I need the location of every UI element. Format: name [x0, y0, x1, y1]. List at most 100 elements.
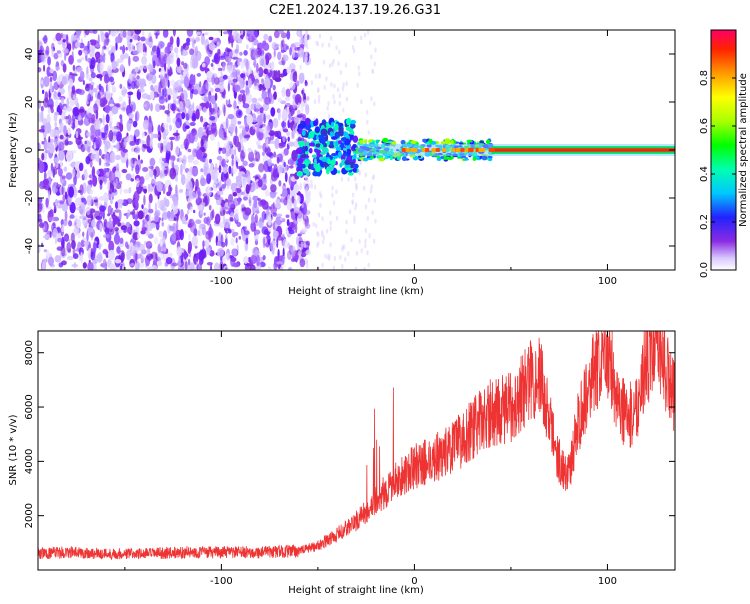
heatmap-cell	[114, 226, 119, 232]
heatmap-cell	[83, 50, 88, 56]
heatmap-cell	[331, 185, 334, 191]
heatmap-cell	[95, 43, 101, 48]
heatmap-cell	[297, 195, 301, 204]
heatmap-cell	[232, 262, 240, 268]
heatmap-cell	[276, 237, 279, 249]
heatmap-cell	[329, 210, 332, 216]
heatmap-cell	[288, 165, 294, 169]
heatmap-cell	[105, 34, 109, 46]
heatmap-cell	[262, 42, 270, 51]
colorbar-tick-label: 0.4	[699, 166, 710, 182]
heatmap-cell	[333, 83, 336, 89]
heatmap-cell	[112, 131, 119, 136]
heatmap-cell	[299, 250, 302, 256]
heatmap-cell	[198, 263, 201, 270]
heatmap-cell	[168, 252, 173, 258]
heatmap-cell	[134, 66, 139, 73]
heatmap-cell	[217, 140, 220, 150]
heatmap-cell	[45, 249, 50, 261]
heatmap-cell	[349, 129, 355, 136]
heatmap-cell	[282, 68, 288, 77]
heatmap-cell	[285, 214, 290, 218]
heatmap-cell	[89, 39, 97, 44]
heatmap-cell	[108, 170, 116, 183]
heatmap-cell	[97, 251, 103, 264]
heatmap-cell	[347, 172, 354, 176]
heatmap-cell	[162, 247, 167, 252]
heatmap-cell	[247, 147, 252, 153]
heatmap-cell	[182, 43, 190, 51]
snr-x-tick-label: 0	[411, 576, 417, 587]
heatmap-cell	[183, 250, 188, 260]
heatmap-cell	[108, 220, 113, 230]
heatmap-cell	[329, 141, 334, 146]
heatmap-cell	[101, 48, 104, 56]
heatmap-cell	[53, 208, 57, 214]
heatmap-cell	[92, 175, 98, 187]
heatmap-cell	[208, 42, 216, 51]
heatmap-cell	[38, 202, 43, 213]
heatmap-cell	[185, 99, 191, 109]
heatmap-cell	[129, 140, 137, 146]
heatmap-cell	[297, 102, 301, 108]
spectrogram-x-tick-label: 100	[598, 276, 617, 287]
heatmap-cell	[54, 198, 59, 207]
heatmap-cell	[40, 52, 45, 63]
heatmap-cell	[49, 68, 54, 74]
heatmap-cell	[344, 256, 347, 262]
heatmap-cell	[286, 30, 291, 40]
snr-x-axis-label: Height of straight line (km)	[288, 585, 424, 596]
heatmap-cell	[111, 126, 118, 132]
heatmap-cell	[370, 96, 373, 102]
heatmap-cell	[102, 114, 105, 126]
heatmap-cell	[199, 157, 205, 162]
heatmap-cell	[109, 103, 114, 107]
heatmap-cell	[223, 227, 231, 231]
heatmap-cell	[305, 51, 308, 57]
heatmap-cell	[38, 222, 45, 228]
heatmap-cell	[336, 87, 340, 93]
heatmap-cell	[131, 81, 136, 90]
heatmap-cell	[193, 209, 196, 214]
heatmap-cell	[365, 109, 369, 115]
heatmap-cell	[77, 232, 81, 239]
heatmap-cell	[338, 100, 341, 106]
heatmap-cell	[169, 225, 175, 232]
heatmap-cell	[206, 261, 213, 266]
heatmap-cell	[151, 166, 154, 171]
heatmap-cell	[73, 174, 77, 186]
heatmap-cell	[373, 61, 377, 67]
heatmap-cell	[83, 199, 87, 205]
heatmap-cell	[443, 156, 451, 160]
heatmap-cell	[131, 166, 134, 172]
heatmap-cell	[303, 239, 306, 245]
heatmap-cell	[233, 84, 241, 93]
heatmap-cell	[187, 154, 195, 161]
heatmap-cell	[133, 220, 140, 227]
heatmap-cell	[173, 124, 177, 133]
heatmap-cell	[366, 30, 370, 35]
heatmap-cell	[303, 181, 306, 187]
heatmap-cell	[73, 94, 76, 100]
heatmap-cell	[315, 40, 318, 46]
heatmap-cell	[232, 68, 238, 78]
heatmap-cell	[222, 74, 228, 80]
heatmap-cell	[180, 173, 186, 186]
heatmap-cell	[355, 182, 358, 188]
heatmap-cell	[209, 116, 216, 121]
heatmap-cell	[371, 210, 374, 216]
heatmap-cell	[213, 37, 218, 42]
heatmap-cell	[153, 211, 160, 218]
heatmap-cell	[328, 253, 331, 259]
snr-y-tick-label: 8000	[24, 340, 35, 365]
heatmap-cell	[214, 87, 221, 93]
heatmap-cell	[250, 103, 256, 111]
heatmap-cell	[103, 74, 110, 84]
heatmap-cell	[111, 188, 117, 193]
heatmap-cell	[107, 80, 111, 93]
heatmap-cell	[282, 134, 286, 143]
heatmap-cell	[149, 138, 153, 149]
heatmap-cell	[242, 160, 248, 167]
heatmap-cell	[444, 140, 451, 145]
heatmap-cell	[226, 30, 230, 33]
